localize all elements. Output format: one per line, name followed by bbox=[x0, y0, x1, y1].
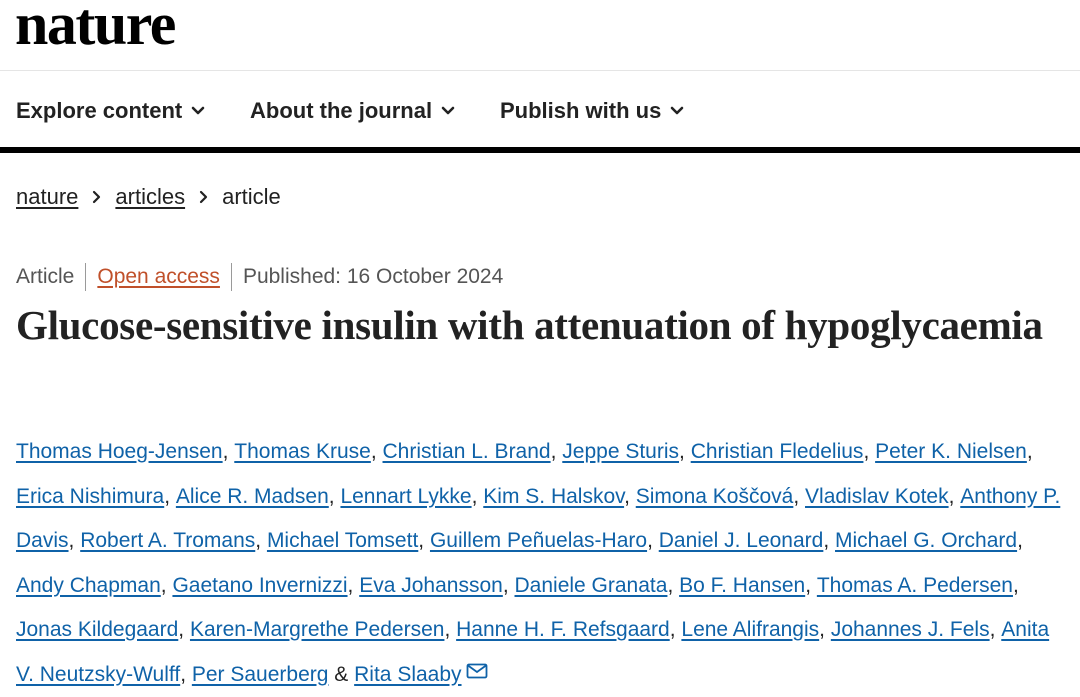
author-item: Michael G. Orchard, bbox=[835, 529, 1023, 552]
author-link[interactable]: Christian L. Brand bbox=[382, 440, 551, 463]
author-item: Daniel J. Leonard, bbox=[658, 529, 836, 552]
author-link[interactable]: Vladislav Kotek bbox=[805, 484, 949, 508]
author-item: Bo F. Hansen, bbox=[679, 573, 817, 597]
chevron-down-icon bbox=[671, 106, 684, 115]
author-item: Rita Slaaby bbox=[354, 663, 487, 686]
breadcrumb-nature[interactable]: nature bbox=[16, 184, 79, 209]
nav-publish-with-us[interactable]: Publish with us bbox=[500, 98, 684, 124]
chevron-right-icon bbox=[92, 190, 101, 204]
breadcrumb-articles[interactable]: articles bbox=[115, 184, 186, 209]
author-link[interactable]: Robert A. Tromans bbox=[80, 529, 256, 552]
breadcrumb-current: article bbox=[222, 184, 281, 209]
author-item: Per Sauerberg & bbox=[191, 662, 355, 686]
author-item: Vladislav Kotek, bbox=[805, 484, 961, 508]
author-item: Robert A. Tromans, bbox=[80, 529, 267, 552]
author-list: Thomas Hoeg-Jensen, Thomas Kruse, Christ… bbox=[16, 430, 1066, 697]
author-item: Christian Fledelius, bbox=[690, 440, 876, 463]
article-type: Article bbox=[16, 265, 75, 288]
nav-publish-with-us-label: Publish with us bbox=[500, 98, 662, 123]
author-link[interactable]: Rita Slaaby bbox=[354, 662, 462, 686]
article-meta: Article Open access Published: 16 Octobe… bbox=[16, 263, 503, 291]
author-item: Daniele Granata, bbox=[514, 573, 680, 597]
author-link[interactable]: Daniele Granata bbox=[514, 573, 668, 597]
author-link[interactable]: Jeppe Sturis bbox=[562, 440, 680, 463]
author-link[interactable]: Thomas A. Pedersen bbox=[816, 573, 1013, 597]
chevron-right-icon bbox=[199, 190, 208, 204]
author-item: Michael Tomsett, bbox=[266, 529, 430, 552]
author-link[interactable]: Simona Koščová bbox=[635, 484, 794, 508]
author-link[interactable]: Hanne H. F. Refsgaard bbox=[456, 618, 670, 641]
open-access-link[interactable]: Open access bbox=[97, 265, 220, 288]
nav-explore-content[interactable]: Explore content bbox=[16, 98, 205, 124]
author-link[interactable]: Erica Nishimura bbox=[16, 484, 165, 508]
author-item: Kim S. Halskov, bbox=[483, 484, 636, 508]
author-item: Jonas Kildegaard, bbox=[16, 618, 190, 641]
author-link[interactable]: Per Sauerberg bbox=[191, 662, 329, 686]
author-link[interactable]: Thomas Kruse bbox=[234, 440, 371, 463]
author-item: Johannes J. Fels, bbox=[830, 618, 1002, 641]
nature-logo[interactable]: nature bbox=[15, 0, 176, 57]
author-item: Eva Johansson, bbox=[359, 573, 515, 597]
author-item: Simona Koščová, bbox=[635, 484, 806, 508]
chevron-down-icon bbox=[441, 106, 455, 115]
author-link[interactable]: Alice R. Madsen bbox=[175, 484, 329, 508]
author-link[interactable]: Michael G. Orchard bbox=[835, 529, 1018, 552]
author-link[interactable]: Johannes J. Fels bbox=[830, 618, 990, 641]
author-link[interactable]: Lennart Lykke bbox=[340, 484, 472, 508]
author-item: Thomas Kruse, bbox=[234, 440, 383, 463]
author-link[interactable]: Daniel J. Leonard bbox=[658, 529, 824, 552]
nav-about-the-journal[interactable]: About the journal bbox=[250, 98, 455, 124]
author-item: Lene Alifrangis, bbox=[681, 618, 831, 641]
author-item: Thomas A. Pedersen, bbox=[816, 573, 1019, 597]
author-item: Alice R. Madsen, bbox=[175, 484, 341, 508]
author-item: Lennart Lykke, bbox=[340, 484, 484, 508]
author-item: Erica Nishimura, bbox=[16, 484, 176, 508]
author-item: Peter K. Nielsen, bbox=[875, 440, 1033, 463]
author-link[interactable]: Kim S. Halskov bbox=[483, 484, 625, 508]
author-link[interactable]: Anthony P. Davis bbox=[16, 484, 1061, 553]
meta-divider bbox=[85, 263, 87, 291]
author-item: Anita V. Neutzsky-Wulff, bbox=[16, 618, 1050, 686]
breadcrumb: nature articles article bbox=[16, 184, 281, 210]
author-link[interactable]: Gaetano Invernizzi bbox=[172, 573, 348, 597]
author-item: Thomas Hoeg-Jensen, bbox=[16, 440, 235, 463]
author-link[interactable]: Eva Johansson bbox=[359, 573, 503, 597]
chevron-down-icon bbox=[191, 106, 205, 115]
author-item: Andy Chapman, bbox=[16, 573, 173, 597]
author-link[interactable]: Andy Chapman bbox=[16, 573, 161, 597]
author-link[interactable]: Lene Alifrangis bbox=[681, 618, 820, 641]
author-item: Anthony P. Davis, bbox=[16, 484, 1061, 553]
meta-divider bbox=[230, 263, 232, 291]
author-link[interactable]: Anita V. Neutzsky-Wulff bbox=[16, 618, 1050, 686]
author-item: Karen-Margrethe Pedersen, bbox=[189, 618, 457, 641]
main-nav: Explore content About the journal Publis… bbox=[0, 70, 1080, 153]
author-link[interactable]: Thomas Hoeg-Jensen bbox=[16, 440, 223, 463]
author-link[interactable]: Bo F. Hansen bbox=[679, 573, 806, 597]
article-title: Glucose-sensitive insulin with attenuati… bbox=[16, 302, 1043, 348]
author-item: Gaetano Invernizzi, bbox=[172, 573, 360, 597]
nav-explore-content-label: Explore content bbox=[16, 98, 183, 123]
site-header: nature bbox=[0, 0, 1080, 70]
author-link[interactable]: Christian Fledelius bbox=[690, 440, 864, 463]
author-item: Hanne H. F. Refsgaard, bbox=[456, 618, 682, 641]
author-link[interactable]: Jonas Kildegaard bbox=[16, 618, 179, 641]
author-link[interactable]: Peter K. Nielsen bbox=[875, 440, 1027, 463]
nav-about-the-journal-label: About the journal bbox=[250, 98, 433, 123]
author-link[interactable]: Karen-Margrethe Pedersen bbox=[189, 618, 445, 641]
author-link[interactable]: Guillem Peñuelas-Haro bbox=[429, 529, 648, 552]
author-item: Guillem Peñuelas-Haro, bbox=[429, 529, 659, 552]
author-item: Jeppe Sturis, bbox=[562, 440, 691, 463]
mail-icon[interactable] bbox=[466, 663, 488, 679]
published-date: Published: 16 October 2024 bbox=[242, 265, 504, 288]
author-item: Christian L. Brand, bbox=[382, 440, 563, 463]
author-link[interactable]: Michael Tomsett bbox=[266, 529, 419, 552]
